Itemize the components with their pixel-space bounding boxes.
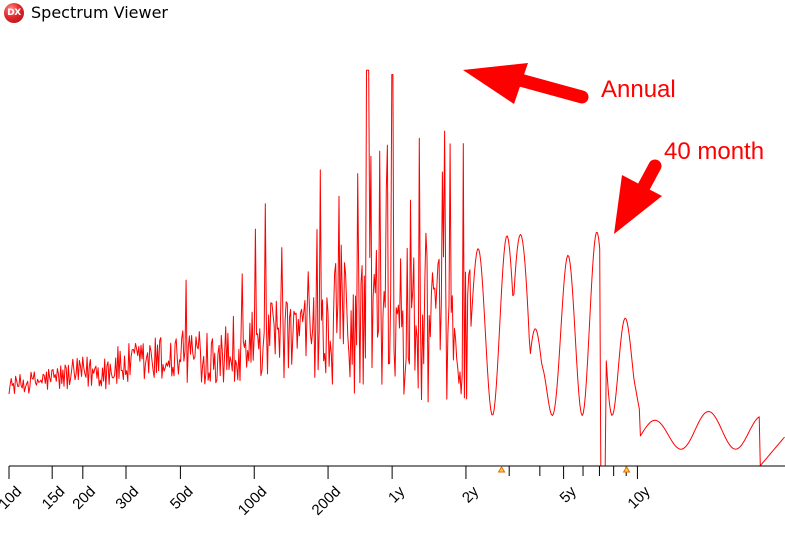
x-tick-label: 200d [309, 483, 345, 519]
x-tick-label: 5y [557, 483, 581, 507]
annual-arrow-shaft [513, 73, 589, 104]
forty-month-arrow-head [614, 175, 662, 234]
x-tick-label: 2y [459, 483, 483, 507]
x-tick-label: 20d [69, 483, 99, 513]
annual-arrow-head [463, 63, 528, 104]
window-title: Spectrum Viewer [31, 3, 169, 22]
axis-markers [497, 466, 631, 473]
annual-label: Annual [601, 76, 676, 103]
forty-month-annotation: 40 month [614, 138, 764, 234]
axis-marker-triangle [622, 466, 631, 473]
x-tick-label: 15d [39, 483, 69, 513]
dx-app-icon: DX [4, 3, 24, 23]
x-tick-label: 100d [235, 483, 271, 519]
annual-annotation: Annual [463, 63, 676, 104]
x-tick-label: 10y [624, 483, 653, 512]
forty-month-label: 40 month [664, 138, 764, 165]
x-tick-label: 50d [167, 483, 197, 513]
title-bar: DX Spectrum Viewer [0, 0, 785, 28]
x-tick-label: 1y [385, 483, 409, 507]
axis-marker-triangle [497, 466, 506, 473]
x-axis-ticks: 10d 15d 20d 30d 50d 100d 200d 1y 2y 5y 10y [0, 466, 654, 519]
spectrum-series-line [8, 69, 785, 467]
x-tick-label: 30d [112, 483, 142, 513]
x-tick-label: 10d [0, 483, 25, 513]
